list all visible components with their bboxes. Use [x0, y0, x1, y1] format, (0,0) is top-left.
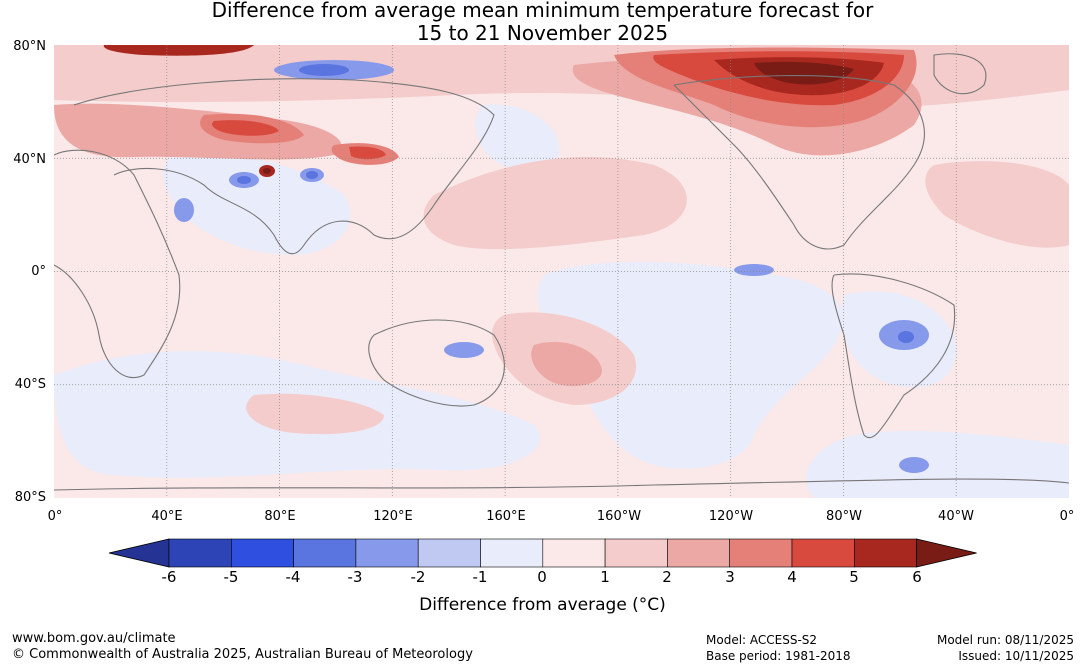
footer-base-period: Base period: 1981-2018: [706, 649, 851, 663]
coast-australia: [368, 319, 505, 407]
lon-label-40e: 40°E: [151, 509, 183, 524]
lon-label-160w: 160°W: [596, 509, 642, 524]
anomaly-band-minus4-to-minus3: [237, 64, 914, 343]
colorbar-tick: 4: [787, 568, 797, 586]
colorbar-segment: [417, 538, 481, 568]
colorbar-tick: 6: [912, 568, 922, 586]
footer-model: Model: ACCESS-S2: [706, 633, 818, 647]
coast-south-america: [831, 273, 956, 438]
colorbar-segment: [293, 538, 357, 568]
colorbar-tick: 2: [662, 568, 672, 586]
coast-antarctica: [54, 478, 1069, 491]
colorbar-segment: [231, 538, 294, 568]
lat-label-80s: 80°S: [14, 490, 46, 505]
footer-url: www.bom.gov.au/climate: [12, 631, 176, 646]
colorbar-label: Difference from average (°C): [419, 595, 666, 615]
colorbar-tick: 3: [725, 568, 735, 586]
colorbar-segment: [667, 538, 731, 568]
lat-label-40n: 40°N: [13, 152, 46, 167]
colorbar-segment: [604, 538, 668, 568]
coast-africa: [54, 149, 181, 379]
coast-north-america: [673, 74, 925, 250]
chart-title-line-2: 15 to 21 November 2025: [416, 21, 669, 45]
footer-model-run: Model run: 08/11/2025: [936, 633, 1074, 647]
lon-label-120e: 120°E: [373, 509, 413, 524]
colorbar: [108, 538, 977, 568]
colorbar-tick: -5: [223, 568, 239, 586]
colorbar-segment: [791, 538, 855, 568]
temperature-anomaly-map: [54, 45, 1069, 498]
colorbar-segment: [729, 538, 793, 568]
lon-label-80w: 80°W: [826, 509, 862, 524]
colorbar-segment: [853, 538, 917, 568]
colorbar-arrow-low: [108, 538, 170, 568]
colorbar-tick: 1: [600, 568, 610, 586]
colorbar-tick: -6: [161, 568, 177, 586]
colorbar-tick: -1: [472, 568, 488, 586]
map-canvas: [54, 45, 1069, 498]
coast-eurasia: [73, 78, 495, 255]
anomaly-band-minus1-to-0: [54, 104, 1069, 498]
lat-label-80n: 80°N: [13, 39, 46, 54]
colorbar-segment: [542, 538, 606, 568]
chart-title-line-1: Difference from average mean minimum tem…: [211, 0, 874, 22]
lat-label-40s: 40°S: [14, 377, 46, 392]
coast-greenland: [933, 53, 987, 95]
colorbar-tick: -3: [347, 568, 363, 586]
colorbar-tick: -2: [410, 568, 426, 586]
lon-label-80e: 80°E: [264, 509, 296, 524]
footer-issued: Issued: 10/11/2025: [958, 649, 1074, 663]
coastlines: [54, 53, 1069, 491]
colorbar-tick: -4: [285, 568, 301, 586]
lon-label-40w: 40°W: [938, 509, 974, 524]
colorbar-tick: 5: [849, 568, 859, 586]
graticule: [54, 45, 1069, 498]
colorbar-segment: [480, 538, 544, 568]
colorbar-segment: [168, 538, 232, 568]
lon-label-120w: 120°W: [708, 509, 754, 524]
anomaly-band-above-6: [263, 61, 854, 174]
colorbar-tick: 0: [537, 568, 547, 586]
colorbar-arrow-high: [916, 538, 977, 568]
footer-copyright: © Commonwealth of Australia 2025, Austra…: [12, 647, 473, 662]
lat-label-equator: 0°: [31, 264, 46, 279]
lon-label-0-right: 0°: [1059, 509, 1075, 524]
colorbar-segment: [355, 538, 419, 568]
lon-label-160e: 160°E: [486, 509, 526, 524]
lon-label-0: 0°: [47, 509, 63, 524]
